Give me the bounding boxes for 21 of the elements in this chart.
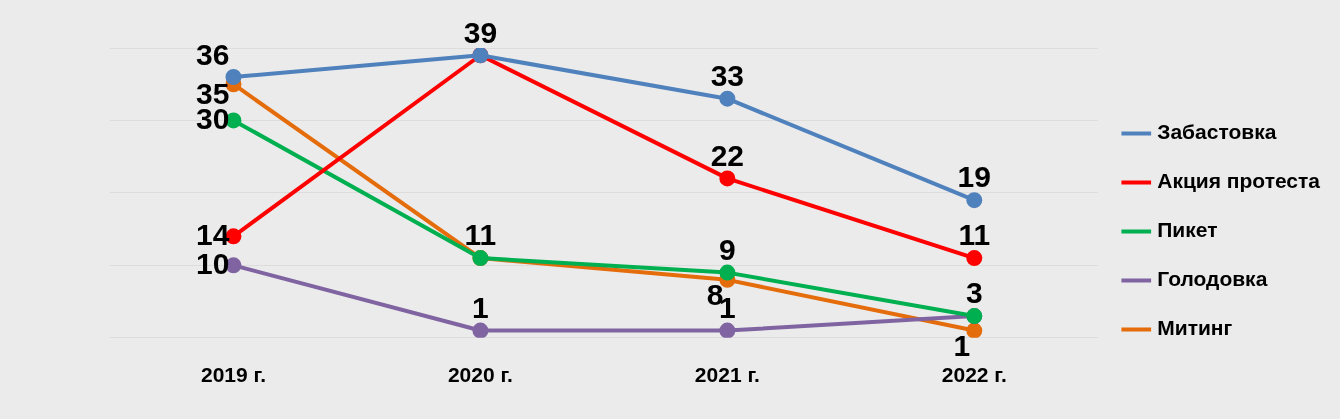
legend-label: Голодовка <box>1157 267 1268 291</box>
data-label: 10 <box>196 246 230 280</box>
data-label: 36 <box>196 38 230 72</box>
data-label: 11 <box>464 218 497 252</box>
data-label: 3 <box>965 276 983 310</box>
x-tick-label: 2020 г. <box>447 363 513 387</box>
data-label: 1 <box>953 328 971 362</box>
x-tick-label: 2021 г. <box>694 363 760 387</box>
data-label: 19 <box>957 160 991 194</box>
data-label: 9 <box>719 232 736 266</box>
data-label: 39 <box>463 15 498 49</box>
legend-label: Акция протеста <box>1157 169 1321 193</box>
x-tick-label: 2019 г. <box>200 363 266 387</box>
legend-label: Забастовка <box>1157 120 1277 144</box>
legend-label: Пикет <box>1157 218 1218 242</box>
data-label: 33 <box>710 58 745 92</box>
legend-label: Митинг <box>1157 316 1233 340</box>
data-label: 11 <box>958 218 991 252</box>
data-label: 1 <box>472 290 489 324</box>
x-tick-label: 2022 г. <box>941 363 1007 387</box>
data-label: 22 <box>710 138 745 172</box>
